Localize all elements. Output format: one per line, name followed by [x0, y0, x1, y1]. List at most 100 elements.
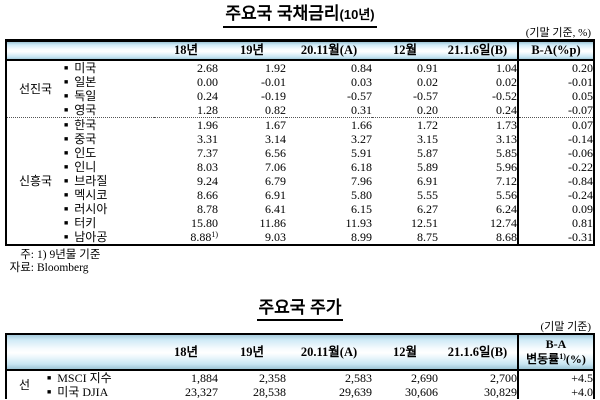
table2-col-2011a: 20.11월(A)	[286, 334, 372, 371]
bullet-icon: ■	[64, 78, 69, 86]
ba-cell: 0.07	[517, 117, 594, 132]
value-cell: 7.96	[351, 174, 372, 188]
ba-cell: -0.07	[517, 103, 594, 118]
value-cell: 6.18	[351, 160, 372, 174]
table2-col-18: 18년	[154, 334, 218, 371]
table-row: ■ 인도 7.37 6.56 5.91 5.87 5.85 -0.06	[6, 146, 594, 160]
footnote-line: 자료: Bloomberg	[6, 262, 600, 275]
table1-col-12: 12월	[372, 40, 438, 61]
value-cell: 9.24	[197, 174, 218, 188]
country-label: 영국	[74, 103, 97, 117]
country-label: 터키	[74, 216, 97, 230]
value-cell: 0.82	[265, 103, 286, 117]
ba-cell: 0.20	[517, 60, 594, 75]
bullet-icon: ■	[64, 205, 69, 213]
value-cell: 7.12	[496, 174, 517, 188]
table1-title-main: 주요국 국채금리	[225, 4, 340, 23]
ba-cell: -0.01	[517, 75, 594, 89]
value-cell: 8.66	[197, 188, 218, 202]
country-cell: ■ 중국	[64, 132, 154, 146]
value-cell: 5.85	[496, 146, 517, 160]
ba-cell: 0.05	[517, 89, 594, 103]
table1-title-text: 주요국 국채금리(10년)	[223, 4, 377, 28]
value-cell: 1.73	[438, 117, 518, 132]
table-row: ■ 터키 15.80 11.86 11.93 12.51 12.74 0.81	[6, 216, 594, 230]
value-cell: 6.91	[265, 188, 286, 202]
ba-header-line1: B-A	[545, 337, 567, 351]
ba-cell: +4.5	[517, 370, 594, 385]
group-label-advanced: 선진국	[18, 82, 53, 96]
value-cell: 5.96	[496, 160, 517, 174]
ba-cell: -0.31	[517, 230, 594, 245]
ba-cell: -0.84	[517, 174, 594, 188]
country-cell: ■ 독일	[64, 89, 154, 103]
country-label: 브라질	[74, 174, 108, 188]
bullet-icon: ■	[64, 233, 69, 241]
value-cell: 1.72	[372, 117, 438, 132]
value-cell: 2,690	[411, 371, 438, 385]
value-cell: 0.00	[197, 75, 218, 89]
table1-header-row: 18년 19년 20.11월(A) 12월 21.1.6일(B) B-A(%p)	[6, 40, 594, 61]
ba-cell: -0.06	[517, 146, 594, 160]
value-cell: 8.75	[417, 230, 438, 244]
value-cell: -0.57	[347, 89, 372, 103]
footnote-label: 주:	[20, 249, 34, 261]
table2-unit-note: (기말 기준)	[540, 321, 591, 333]
value-cell: 1.92	[265, 61, 286, 75]
bullet-icon: ■	[64, 106, 69, 114]
country-label: 한국	[74, 118, 97, 132]
country-cell: ■ 브라질	[64, 174, 154, 188]
country-label: 미국	[74, 61, 97, 75]
country-label: 독일	[74, 89, 97, 103]
value-cell: 6.27	[417, 202, 438, 216]
country-cell: ■ 멕시코	[64, 188, 154, 202]
footnote-text: 1) 9년물 기준	[37, 249, 101, 261]
value-cell: 0.20	[417, 103, 438, 117]
table2-header-row: 18년 19년 20.11월(A) 12월 21.1.6일(B) B-A 변동률…	[6, 333, 595, 371]
value-cell: 11.93	[345, 216, 372, 230]
bullet-icon: ■	[64, 135, 69, 143]
index-cell: ■ MSCI 지수	[42, 370, 154, 385]
value-cell: 3.14	[265, 132, 286, 146]
table-row: ■ 멕시코 8.66 6.91 5.80 5.55 5.56 -0.24	[6, 188, 594, 202]
footnote-text: Bloomberg	[37, 262, 89, 274]
index-cell: ■ 미국 DJIA	[42, 385, 154, 399]
country-label: 인니	[74, 160, 97, 174]
value-cell: 0.24	[197, 89, 218, 103]
table-row: 신흥국 ■ 한국 1.96 1.67 1.66 1.72 1.73 0.07	[6, 117, 594, 245]
value-cell: 6.79	[265, 174, 286, 188]
index-label: 미국 DJIA	[57, 385, 109, 399]
country-label: 일본	[74, 75, 97, 89]
value-cell: 0.31	[351, 103, 372, 117]
table-row: 선진국 ■ 미국 2.68 1.92 0.84 0.91 1.04 0.20	[6, 60, 594, 96]
table2-col-19: 19년	[218, 334, 286, 371]
table-row: ■ 미국 DJIA 23,327 28,538 29,639 30,606 30,…	[6, 385, 594, 399]
value-cell: 15.80	[191, 216, 218, 230]
table-row: ■ 일본 0.00 -0.01 0.03 0.02 0.02 -0.01	[6, 75, 594, 89]
value-cell: 1.28	[197, 103, 218, 117]
table1-col-2011a: 20.11월(A)	[286, 40, 372, 61]
table1-header-empty	[6, 40, 154, 61]
footnote-line: 주: 1) 9년물 기준	[6, 249, 600, 262]
value-cell: 5.89	[417, 160, 438, 174]
table2-col-12: 12월	[372, 334, 438, 371]
stock-price-table: 18년 19년 20.11월(A) 12월 21.1.6일(B) B-A 변동률…	[5, 333, 595, 399]
table2-header-empty	[6, 334, 154, 371]
ba-header-unit: (%)	[565, 352, 586, 366]
value-cell: 1.66	[286, 117, 372, 132]
ba-cell: -0.14	[517, 132, 594, 146]
value-cell: 3.15	[417, 132, 438, 146]
bullet-icon: ■	[47, 388, 52, 396]
value-cell: 0.91	[417, 61, 438, 75]
bullet-icon: ■	[64, 64, 69, 72]
bullet-icon: ■	[64, 191, 69, 199]
value-cell: 5.56	[496, 188, 517, 202]
value-cell: 12.51	[411, 216, 438, 230]
table1-title-paren: (10년)	[339, 7, 375, 22]
country-label: 인도	[74, 146, 97, 160]
country-label: 멕시코	[74, 188, 108, 202]
table1-unit-note: (기말 기준, %)	[525, 27, 591, 39]
value-cell: 1.04	[496, 61, 517, 75]
table-row: ■ 영국 1.28 0.82 0.31 0.20 0.24 -0.07	[6, 103, 594, 118]
country-cell: ■ 한국	[64, 117, 154, 132]
